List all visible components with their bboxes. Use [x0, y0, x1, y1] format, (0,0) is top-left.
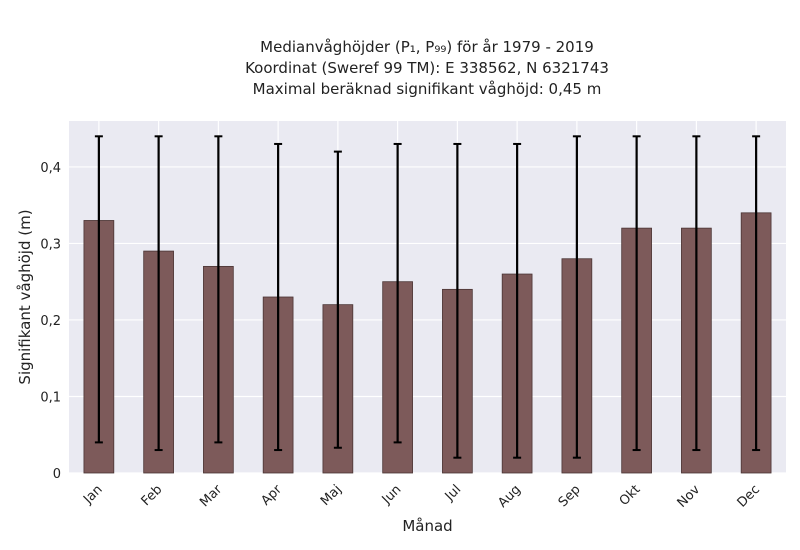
x-tick-label: Jun — [379, 482, 405, 508]
x-tick-label: Maj — [318, 482, 345, 509]
error-bar-sep — [572, 135, 581, 459]
x-tick-label: Jan — [80, 482, 105, 507]
x-tick-label: Feb — [139, 482, 166, 509]
y-tick-label: 0 — [53, 467, 61, 482]
error-bar-maj — [333, 150, 342, 449]
y-axis-label: Signifikant våghöjd (m) — [16, 209, 34, 384]
x-tick-label: Dec — [735, 482, 763, 510]
x-tick-label: Sep — [556, 482, 584, 510]
error-bar-jul — [453, 142, 462, 459]
error-bars — [94, 135, 761, 459]
x-axis-label: Månad — [402, 517, 452, 535]
x-tick-label: Aug — [495, 482, 524, 511]
x-tick-label: Apr — [258, 482, 285, 509]
error-bar-mar — [214, 135, 223, 444]
error-bar-apr — [274, 142, 283, 452]
x-tick-label: Okt — [617, 482, 644, 509]
x-tick-label: Nov — [675, 482, 704, 511]
chart-title: Medianvåghöjder (P₁, P₉₉) för år 1979 - … — [245, 38, 609, 98]
y-tick-label: 0,2 — [40, 314, 61, 329]
plot-area — [69, 121, 786, 473]
y-tick-label: 0,1 — [40, 390, 61, 405]
chart-title-line: Maximal beräknad signifikant våghöjd: 0,… — [253, 80, 602, 98]
y-tick-label: 0,4 — [40, 161, 61, 176]
x-tick-label: Mar — [197, 482, 225, 510]
x-tick-label: Jul — [442, 482, 464, 504]
error-bar-dec — [752, 135, 761, 452]
error-bar-aug — [513, 142, 522, 459]
y-axis-ticks: 0 0,1 0,2 0,3 0,4 — [40, 161, 61, 482]
y-tick-label: 0,3 — [40, 237, 61, 252]
error-bar-nov — [692, 135, 701, 452]
x-axis-ticks: Jan Feb Mar Apr Maj Jun Jul Aug Sep Okt Nov Dec — [80, 482, 763, 511]
error-bar-okt — [632, 135, 641, 452]
error-bar-jun — [393, 142, 402, 444]
error-bar-feb — [154, 135, 163, 452]
error-bar-jan — [94, 135, 103, 444]
chart-title-line: Koordinat (Sweref 99 TM): E 338562, N 63… — [245, 59, 609, 77]
chart-title-line: Medianvåghöjder (P₁, P₉₉) för år 1979 - … — [260, 38, 594, 56]
